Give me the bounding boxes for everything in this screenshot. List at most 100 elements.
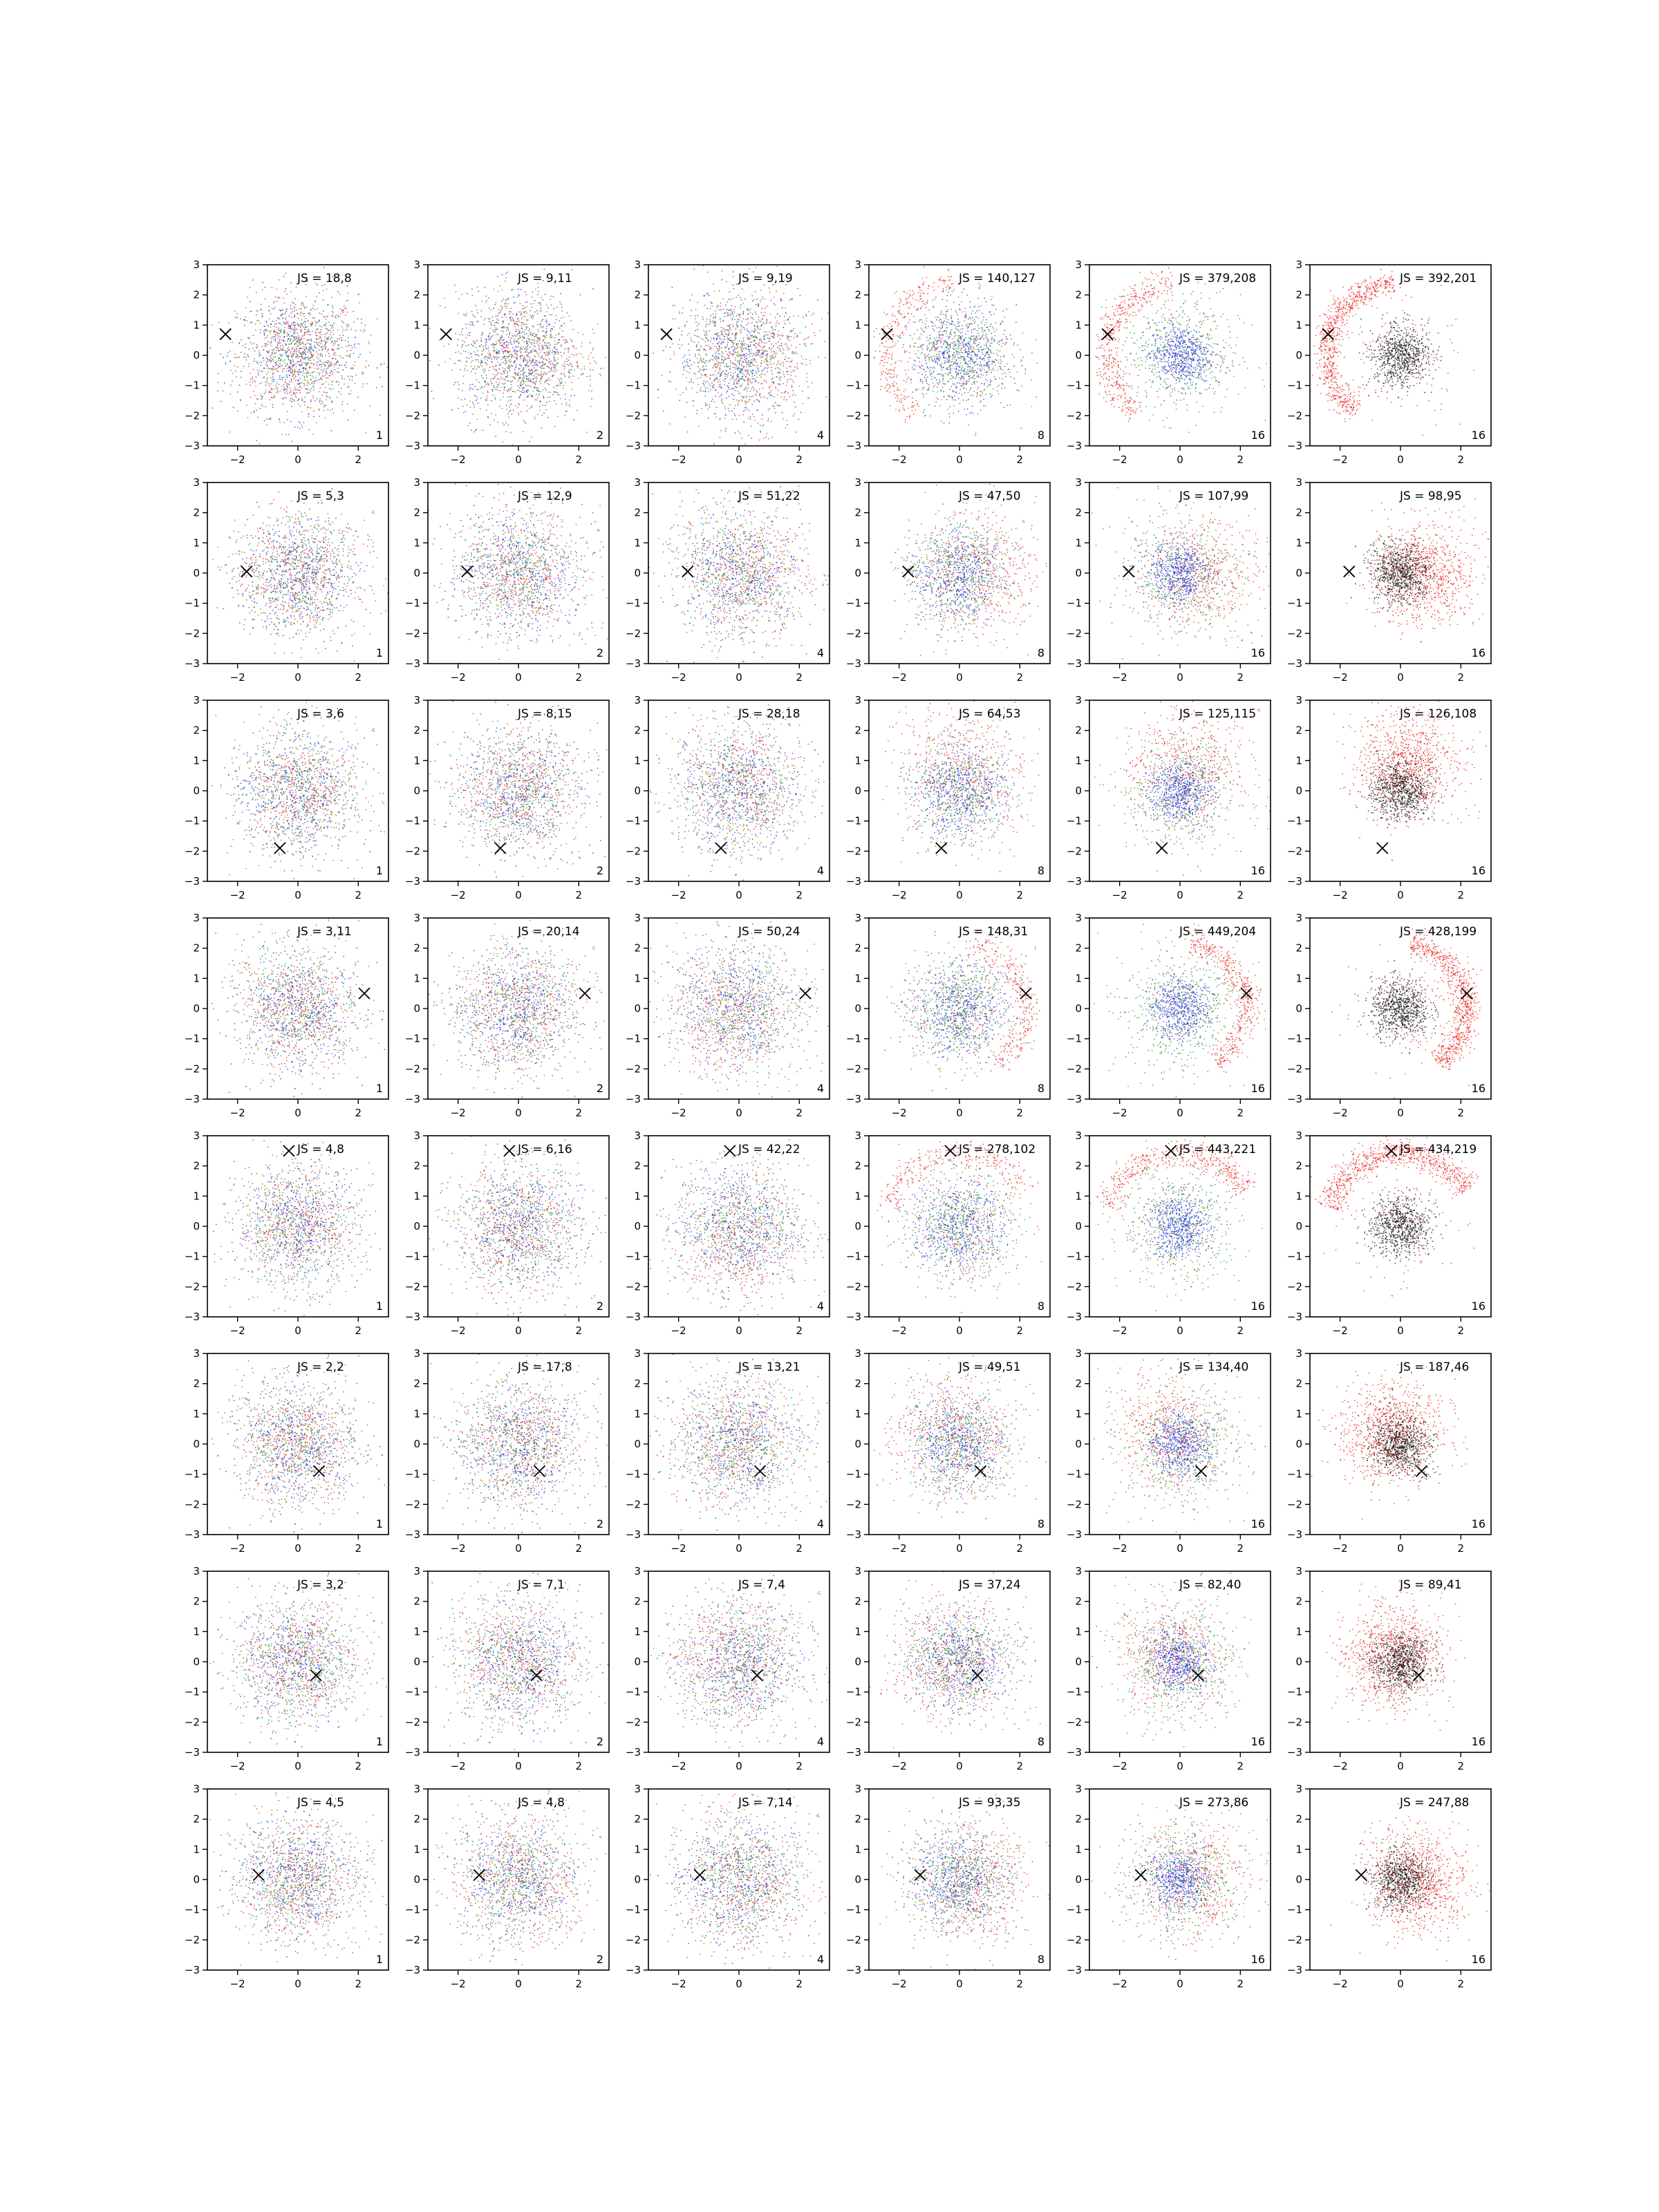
scatter-point <box>739 372 740 373</box>
scatter-point <box>928 310 930 311</box>
scatter-point <box>751 295 753 297</box>
scatter-point <box>503 339 505 340</box>
scatter-point <box>355 330 357 331</box>
scatter-point <box>275 334 276 335</box>
scatter-point <box>490 381 491 382</box>
scatter-point <box>272 406 274 408</box>
scatter-point <box>321 326 322 328</box>
scatter-point <box>719 379 720 381</box>
scatter-point <box>337 341 338 342</box>
scatter-point <box>531 369 532 371</box>
scatter-point <box>795 351 796 353</box>
scatter-point <box>756 338 758 339</box>
scatter-point <box>273 357 274 358</box>
scatter-point <box>729 348 730 349</box>
scatter-point <box>483 372 485 373</box>
scatter-point <box>710 321 711 322</box>
scatter-point <box>272 336 273 337</box>
scatter-point <box>444 346 445 347</box>
scatter-point <box>511 356 512 357</box>
scatter-point <box>706 321 707 322</box>
scatter-point <box>320 378 321 379</box>
scatter-point <box>760 397 762 398</box>
scatter-point <box>887 384 888 385</box>
scatter-point <box>501 386 503 388</box>
scatter-point <box>290 388 291 389</box>
scatter-point <box>718 392 719 393</box>
scatter-point <box>303 373 305 374</box>
scatter-point <box>742 345 744 346</box>
scatter-point <box>775 368 776 369</box>
scatter-point <box>725 428 727 429</box>
scatter-point <box>759 345 760 346</box>
scatter-point <box>518 346 519 348</box>
scatter-point <box>777 347 778 348</box>
scatter-point <box>750 337 751 339</box>
scatter-point <box>529 346 531 348</box>
scatter-point <box>234 310 236 312</box>
scatter-point <box>889 353 890 355</box>
scatter-point <box>724 329 725 330</box>
scatter-point <box>315 325 316 326</box>
scatter-point <box>319 415 320 417</box>
scatter-point <box>523 316 524 317</box>
scatter-point <box>501 309 503 310</box>
scatter-point <box>507 341 508 343</box>
scatter-point <box>724 313 725 315</box>
scatter-point <box>469 422 471 424</box>
scatter-point <box>317 308 319 310</box>
scatter-point <box>311 388 312 389</box>
scatter-point <box>498 323 499 324</box>
scatter-point <box>290 326 292 328</box>
scatter-point <box>524 334 525 335</box>
scatter-point <box>304 353 306 354</box>
scatter-point <box>795 347 796 348</box>
scatter-point <box>538 303 539 304</box>
scatter-point <box>670 359 671 360</box>
scatter-point <box>518 295 520 297</box>
scatter-point <box>559 332 560 334</box>
scatter-point <box>718 335 719 337</box>
scatter-point <box>469 357 470 359</box>
scatter-point <box>266 337 268 338</box>
scatter-point <box>256 347 258 348</box>
scatter-point <box>707 409 709 410</box>
scatter-point <box>492 366 494 367</box>
scatter-point <box>590 379 591 381</box>
scatter-point <box>724 381 726 382</box>
scatter-point <box>341 340 342 341</box>
scatter-point <box>301 303 303 304</box>
scatter-point <box>760 374 762 375</box>
scatter-point <box>695 330 696 332</box>
scatter-point <box>739 385 740 386</box>
scatter-point <box>293 392 294 393</box>
scatter-point <box>276 362 277 364</box>
scatter-point <box>283 390 285 391</box>
scatter-point <box>264 420 265 422</box>
scatter-point <box>799 344 800 345</box>
scatter-point <box>332 312 334 314</box>
scatter-point <box>760 321 762 322</box>
scatter-point <box>491 413 492 415</box>
scatter-point <box>705 388 706 389</box>
scatter-point <box>750 335 751 336</box>
scatter-point <box>311 324 312 325</box>
scatter-point <box>502 408 503 409</box>
scatter-point <box>295 324 297 326</box>
scatter-point <box>347 355 348 357</box>
scatter-point <box>339 355 341 357</box>
scatter-point <box>295 328 297 330</box>
scatter-point <box>729 330 730 332</box>
scatter-point <box>518 311 520 312</box>
scatter-point <box>588 359 589 360</box>
scatter-point <box>494 357 496 359</box>
scatter-point <box>514 373 515 374</box>
scatter-point <box>292 328 294 330</box>
scatter-point <box>530 303 532 305</box>
scatter-point <box>903 304 904 306</box>
scatter-point <box>533 382 534 384</box>
scatter-point <box>268 325 269 326</box>
scatter-point <box>256 344 258 345</box>
scatter-point <box>533 326 534 328</box>
scatter-point <box>687 335 688 336</box>
